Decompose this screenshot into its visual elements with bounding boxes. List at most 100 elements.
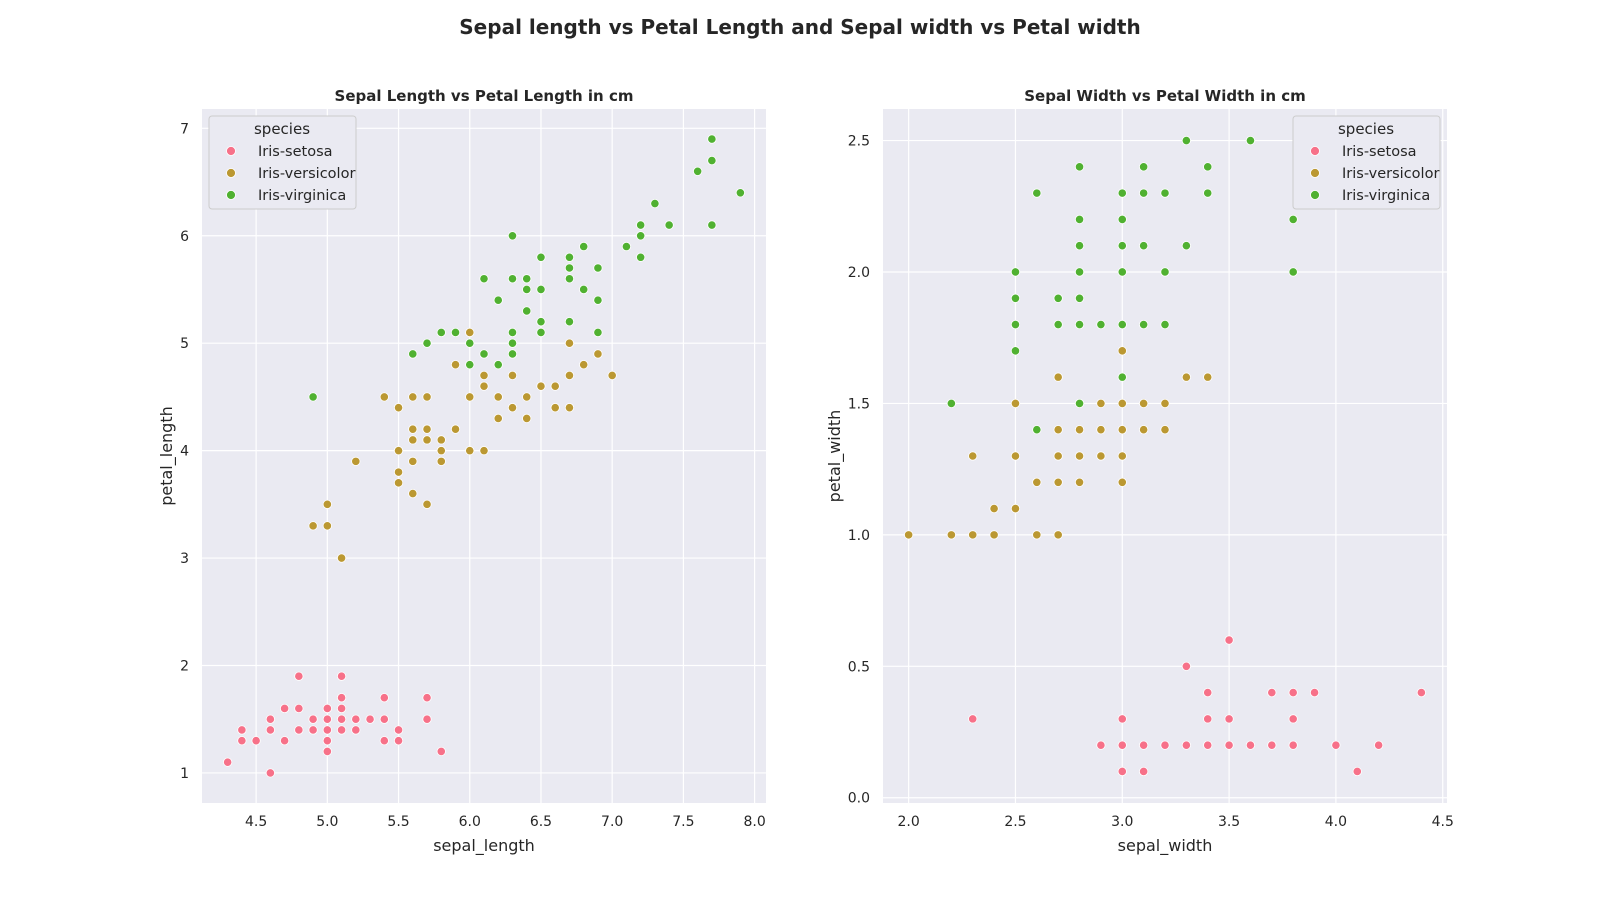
data-point-iris-versicolor [1074,451,1085,461]
data-point-iris-versicolor [422,499,432,509]
data-point-iris-versicolor [1160,425,1170,435]
data-point-iris-virginica [479,349,489,359]
data-point-iris-versicolor [450,360,461,370]
data-point-iris-setosa [1117,714,1127,724]
x-tick-label: 4.5 [1432,814,1454,830]
x-tick-label: 8.0 [743,814,765,830]
data-point-iris-setosa [1096,740,1106,750]
data-point-iris-setosa [1288,687,1298,698]
data-point-iris-versicolor [968,451,978,461]
legend-title: species [1338,120,1394,138]
data-point-iris-versicolor [351,456,361,466]
data-point-iris-virginica [450,327,461,338]
data-point-iris-setosa [322,736,332,746]
data-point-iris-setosa [336,671,347,681]
data-point-iris-virginica [564,252,575,262]
data-point-iris-setosa [280,703,290,714]
data-point-iris-setosa [322,714,332,724]
plot-title: Sepal Width vs Petal Width in cm [1024,87,1306,105]
data-point-iris-setosa [1117,766,1127,777]
data-point-iris-virginica [507,231,518,241]
data-point-iris-versicolor [550,403,560,413]
data-point-iris-setosa [336,703,347,714]
data-point-iris-setosa [379,693,389,703]
data-point-iris-versicolor [436,456,446,466]
data-point-iris-virginica [1117,267,1127,277]
gridlines [883,109,1447,803]
legend-label-iris-versicolor: Iris-versicolor [258,166,355,182]
data-point-iris-setosa [1309,687,1320,698]
data-point-iris-virginica [1203,188,1213,198]
data-point-iris-setosa [237,725,247,735]
legend-label-iris-setosa: Iris-setosa [258,144,333,160]
data-point-iris-setosa [251,736,261,746]
data-point-iris-setosa [336,714,347,724]
y-tick-label: 1.5 [848,396,870,412]
data-point-iris-virginica [1160,319,1170,330]
data-point-iris-virginica [636,231,646,241]
data-point-iris-versicolor [1117,425,1127,435]
gridlines [202,109,766,803]
data-point-iris-virginica [308,392,318,402]
data-point-iris-versicolor [564,338,575,348]
data-point-iris-versicolor [322,499,332,509]
y-tick-label: 0.0 [848,791,870,807]
data-point-iris-virginica [1074,241,1085,251]
data-point-iris-versicolor [408,435,418,445]
data-point-iris-versicolor [1139,425,1149,435]
data-point-iris-virginica [1139,319,1149,330]
data-point-iris-versicolor [493,392,503,402]
data-point-iris-virginica [1139,162,1149,172]
data-point-iris-setosa [436,746,446,757]
data-point-iris-virginica [536,284,546,295]
data-point-iris-virginica [536,252,546,262]
data-point-iris-virginica [650,198,660,209]
data-point-iris-setosa [1331,740,1341,750]
data-point-iris-setosa [393,736,404,746]
data-point-iris-versicolor [1096,425,1106,435]
data-point-iris-virginica [564,317,575,327]
data-point-iris-versicolor [422,435,432,445]
data-point-iris-virginica [707,155,717,166]
data-point-iris-virginica [1288,267,1298,277]
legend-box [1292,115,1441,210]
y-tick-label: 2.0 [848,265,870,281]
data-point-iris-setosa [1160,740,1170,750]
y-tick-label: 5 [180,336,189,352]
data-point-iris-setosa [1288,740,1298,750]
data-point-iris-versicolor [379,392,389,402]
legend-marker-iris-setosa [226,146,236,156]
data-point-iris-virginica [636,252,646,262]
data-point-iris-virginica [1203,162,1213,172]
data-point-iris-setosa [351,725,361,735]
data-point-iris-virginica [1074,293,1085,303]
data-point-iris-virginica [522,274,532,284]
data-point-iris-versicolor [308,521,318,531]
x-tick-label: 5.5 [387,814,409,830]
y-tick-label: 0.5 [848,659,870,675]
data-point-iris-versicolor [522,413,532,423]
data-point-iris-versicolor [408,489,418,499]
data-point-iris-virginica [493,295,503,305]
y-axis-label: petal_length [157,406,177,506]
x-tick-label: 3.0 [1111,814,1133,830]
data-point-iris-versicolor [1139,398,1149,409]
legend-label-iris-versicolor: Iris-versicolor [1342,166,1439,182]
data-point-iris-virginica [564,274,575,284]
data-point-iris-setosa [379,736,389,746]
scatter-points [223,134,745,778]
data-point-iris-versicolor [465,392,475,402]
data-point-iris-setosa [422,693,432,703]
y-tick-label: 1.0 [848,528,870,544]
data-point-iris-versicolor [968,530,978,540]
data-point-iris-versicolor [1117,346,1127,356]
data-point-iris-versicolor [579,360,589,370]
data-point-iris-versicolor [322,521,332,531]
legend-label-iris-virginica: Iris-virginica [258,188,346,204]
data-point-iris-versicolor [989,503,999,514]
x-tick-label: 4.5 [245,814,267,830]
data-point-iris-virginica [1074,267,1085,277]
data-point-iris-versicolor [1181,372,1191,382]
data-point-iris-virginica [1117,241,1127,251]
